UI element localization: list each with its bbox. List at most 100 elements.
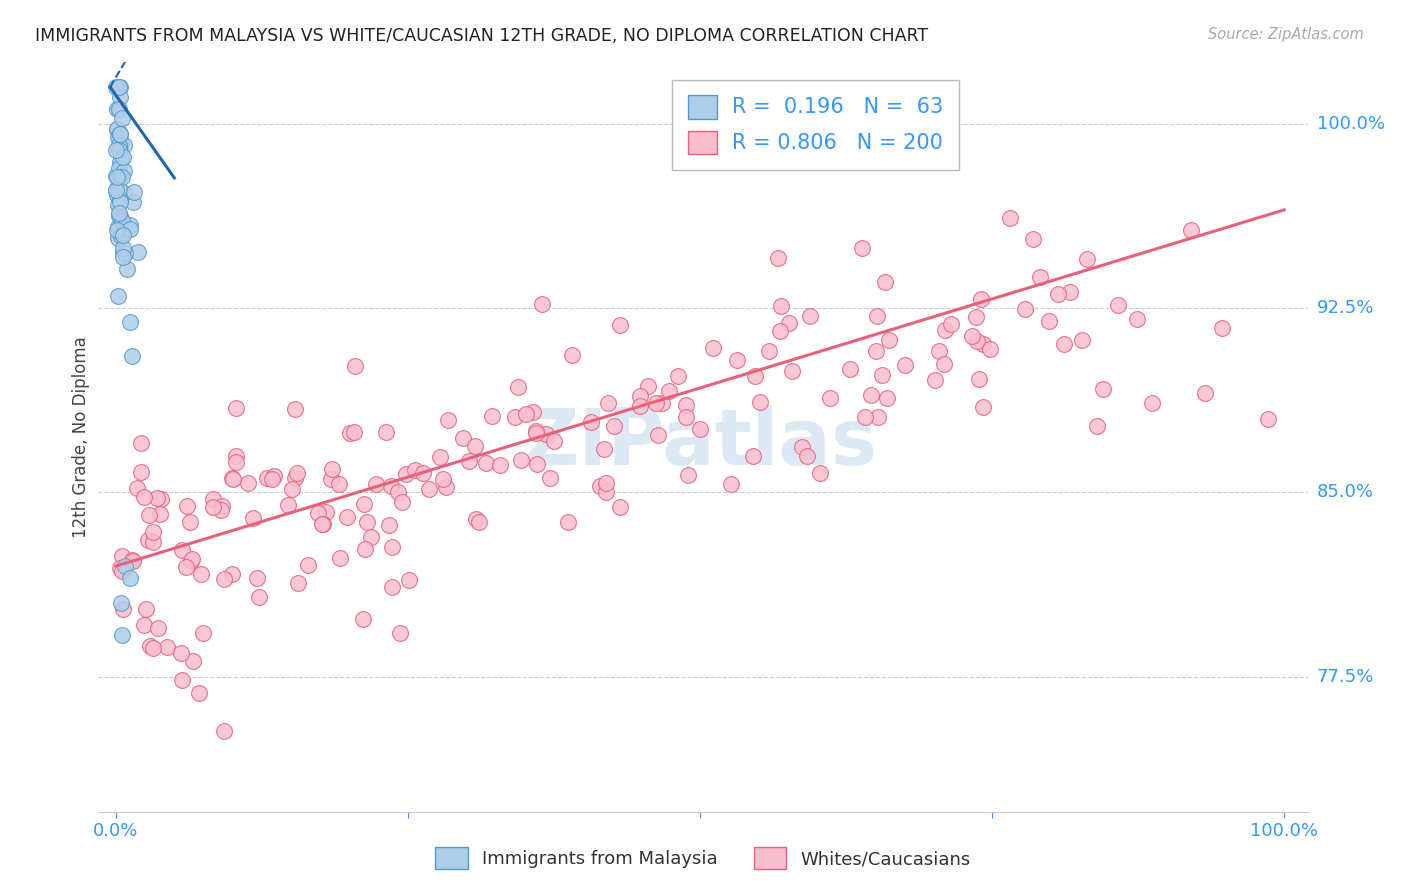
Point <box>866 309 889 323</box>
Point <box>391 495 413 509</box>
Point <box>179 516 201 530</box>
Point <box>1038 314 1060 328</box>
Point <box>277 499 299 513</box>
Point <box>111 244 134 259</box>
Point <box>602 419 624 434</box>
Point <box>508 380 530 394</box>
Point <box>263 469 285 483</box>
Point <box>105 223 128 237</box>
Point <box>256 471 278 485</box>
Point <box>589 479 612 493</box>
Point <box>112 163 135 178</box>
Point <box>799 310 821 324</box>
Point <box>481 409 503 424</box>
Point <box>924 373 946 387</box>
Point <box>941 317 963 331</box>
Point <box>458 453 481 467</box>
Text: 77.5%: 77.5% <box>1317 667 1374 686</box>
Point <box>112 241 135 255</box>
Point <box>108 182 131 196</box>
Point <box>1053 336 1076 351</box>
Point <box>129 435 152 450</box>
Point <box>818 391 841 405</box>
Point <box>538 471 561 485</box>
Point <box>110 596 132 610</box>
Point <box>1029 270 1052 285</box>
Point <box>181 654 204 668</box>
Point <box>246 571 269 585</box>
Point <box>181 552 204 566</box>
Point <box>222 472 245 486</box>
Point <box>526 457 548 471</box>
Text: 85.0%: 85.0% <box>1317 483 1374 501</box>
Point <box>242 510 264 524</box>
Point <box>297 558 319 573</box>
Point <box>201 491 224 506</box>
Point <box>111 628 134 642</box>
Point <box>873 276 896 290</box>
Point <box>107 102 129 116</box>
Point <box>180 554 202 568</box>
Point <box>437 413 460 427</box>
Point <box>966 334 988 349</box>
Point <box>108 205 131 219</box>
Text: 100.0%: 100.0% <box>1317 115 1385 133</box>
Point <box>464 439 486 453</box>
Point <box>221 566 243 581</box>
Point <box>381 580 404 594</box>
Point <box>609 318 631 332</box>
Point <box>108 193 131 207</box>
Point <box>110 209 132 223</box>
Point <box>453 431 475 445</box>
Point <box>284 401 307 416</box>
Point <box>156 640 179 655</box>
Point <box>530 297 553 311</box>
Point <box>142 535 165 549</box>
Point <box>145 491 167 505</box>
Point <box>285 467 308 481</box>
Point <box>108 161 131 176</box>
Point <box>637 378 659 392</box>
Point <box>579 415 602 429</box>
Point <box>221 471 243 485</box>
Point <box>138 508 160 523</box>
Point <box>107 220 129 235</box>
Point <box>877 333 900 347</box>
Point <box>796 449 818 463</box>
Point <box>111 111 134 125</box>
Point <box>352 612 374 626</box>
Point <box>742 449 765 463</box>
Point <box>404 463 426 477</box>
Point <box>132 490 155 504</box>
Y-axis label: 12th Grade, No Diploma: 12th Grade, No Diploma <box>72 336 90 538</box>
Point <box>225 401 247 415</box>
Point <box>628 399 651 413</box>
Point <box>434 480 457 494</box>
Point <box>720 476 742 491</box>
Point <box>356 515 378 529</box>
Point <box>378 517 401 532</box>
Point <box>108 141 131 155</box>
Point <box>212 724 235 739</box>
Point <box>211 500 233 514</box>
Point <box>387 485 409 500</box>
Point <box>766 251 789 265</box>
Point <box>515 408 537 422</box>
Point <box>675 409 697 424</box>
Point <box>142 524 165 539</box>
Text: IMMIGRANTS FROM MALAYSIA VS WHITE/CAUCASIAN 12TH GRADE, NO DIPLOMA CORRELATION C: IMMIGRANTS FROM MALAYSIA VS WHITE/CAUCAS… <box>35 27 928 45</box>
Point <box>609 500 631 514</box>
Point <box>105 122 128 136</box>
Point <box>651 395 673 409</box>
Point <box>1046 286 1069 301</box>
Point <box>132 618 155 632</box>
Point <box>139 639 162 653</box>
Text: 92.5%: 92.5% <box>1317 299 1374 317</box>
Point <box>321 462 343 476</box>
Point <box>366 476 388 491</box>
Point <box>118 222 141 236</box>
Point <box>543 434 565 448</box>
Point <box>395 467 418 481</box>
Point <box>388 626 411 640</box>
Point <box>236 475 259 490</box>
